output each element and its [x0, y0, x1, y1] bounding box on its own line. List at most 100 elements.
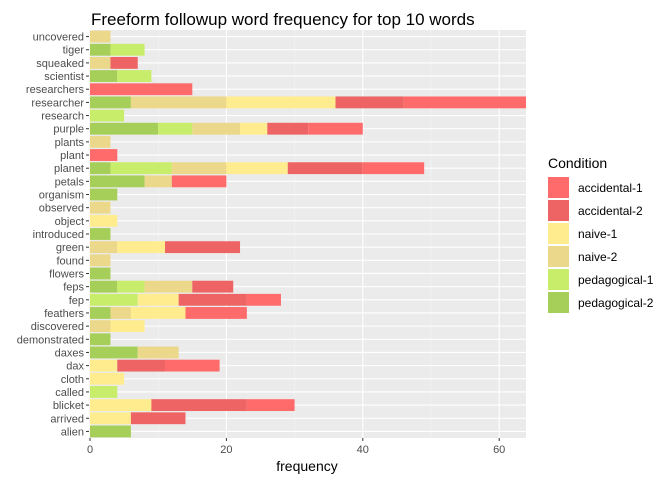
bar-pedagogical-2-planet	[90, 162, 111, 175]
y-tick-label-demonstrated: demonstrated	[17, 334, 84, 346]
bar-accidental-1-dax	[165, 359, 220, 372]
legend-label-pedagogical-2: pedagogical-2	[578, 296, 654, 310]
legend-label-accidental-2: accidental-2	[578, 204, 643, 218]
bar-accidental-2-squeaked	[110, 56, 138, 69]
bar-naive-1-blicket	[90, 399, 152, 412]
y-tick-label-organism: organism	[39, 190, 84, 202]
y-tick-label-feps: feps	[63, 282, 84, 294]
bar-naive-1-purple	[240, 122, 268, 135]
bar-naive-2-squeaked	[90, 56, 111, 69]
y-tick-label-found: found	[56, 255, 84, 267]
y-tick-label-dax: dax	[66, 361, 84, 373]
legend-swatch-pedagogical-1	[548, 269, 569, 290]
y-tick-label-object: object	[55, 216, 84, 228]
bar-accidental-1-plant	[90, 149, 118, 161]
legend-swatch-accidental-1	[548, 177, 569, 198]
bar-naive-2-planet	[171, 162, 227, 175]
bar-accidental-2-blicket	[151, 399, 247, 412]
bar-pedagogical-1-scientist	[117, 70, 152, 82]
legend-label-naive-2: naive-2	[578, 250, 618, 264]
y-tick-label-researcher: researcher	[31, 97, 84, 109]
bar-naive-2-daxes	[137, 346, 179, 359]
bar-naive-2-green	[90, 241, 118, 254]
y-tick-label-plant: plant	[60, 150, 84, 162]
y-tick-label-blicket: blicket	[53, 400, 84, 412]
bar-naive-1-planet	[226, 162, 288, 175]
bar-pedagogical-2-alien	[90, 425, 131, 438]
legend-swatch-naive-2	[548, 246, 569, 267]
y-tick-label-introduced: introduced	[33, 229, 84, 241]
bar-pedagogical-2-demonstrated	[90, 333, 111, 346]
bar-pedagogical-1-purple	[158, 122, 193, 135]
bar-naive-1-feathers	[130, 307, 186, 319]
bar-naive-1-object	[90, 214, 118, 227]
y-tick-label-alien: alien	[61, 426, 84, 438]
bar-accidental-1-fep	[246, 293, 281, 306]
chart-title: Freeform followup word frequency for top…	[91, 10, 475, 29]
legend-swatch-pedagogical-2	[548, 292, 569, 313]
bar-naive-2-petals	[144, 175, 172, 188]
y-tick-label-plants: plants	[55, 137, 85, 149]
bar-naive-2-plants	[90, 135, 111, 148]
y-tick-label-research: research	[41, 111, 84, 123]
bar-naive-1-green	[117, 241, 166, 254]
bar-accidental-2-dax	[117, 359, 166, 372]
bar-pedagogical-2-feathers	[90, 307, 111, 319]
legend-label-naive-1: naive-1	[578, 227, 618, 241]
y-tick-label-green: green	[56, 242, 84, 254]
y-tick-label-purple: purple	[53, 124, 84, 136]
bar-accidental-1-researchers	[90, 83, 193, 96]
y-tick-label-discovered: discovered	[31, 321, 84, 333]
y-tick-label-petals: petals	[55, 176, 85, 188]
bar-accidental-1-petals	[171, 175, 227, 188]
y-tick-label-planet: planet	[54, 163, 84, 175]
bar-accidental-1-researcher	[403, 96, 526, 109]
y-tick-label-researchers: researchers	[26, 84, 85, 96]
bar-naive-1-cloth	[90, 372, 125, 385]
bar-accidental-2-arrived	[130, 412, 186, 425]
x-tick-label-20: 20	[220, 444, 232, 456]
bar-accidental-1-purple	[308, 122, 363, 135]
legend-label-accidental-1: accidental-1	[578, 181, 643, 195]
bar-pedagogical-1-called	[90, 386, 118, 398]
y-tick-label-tiger: tiger	[63, 45, 85, 57]
bar-naive-2-discovered	[90, 320, 111, 333]
y-tick-label-called: called	[55, 387, 84, 399]
bar-accidental-2-green	[165, 241, 241, 254]
bar-naive-1-dax	[90, 359, 118, 372]
bar-naive-2-observed	[90, 201, 111, 214]
bar-naive-1-arrived	[90, 412, 131, 425]
y-tick-label-feathers: feathers	[44, 308, 84, 320]
bar-pedagogical-1-tiger	[110, 43, 145, 56]
bar-pedagogical-1-research	[90, 109, 125, 122]
bar-accidental-2-feps	[192, 280, 234, 293]
bar-accidental-1-planet	[362, 162, 425, 175]
bar-naive-2-researcher	[130, 96, 227, 109]
bar-accidental-1-blicket	[246, 399, 295, 412]
bar-naive-2-uncovered	[90, 30, 111, 43]
x-axis-label: frequency	[276, 458, 337, 474]
legend-title: Condition	[548, 155, 607, 171]
bar-pedagogical-1-feps	[117, 280, 145, 293]
bar-naive-2-feathers	[110, 307, 131, 319]
y-tick-label-daxes: daxes	[55, 347, 85, 359]
bar-pedagogical-2-flowers	[90, 267, 111, 280]
bar-pedagogical-2-tiger	[90, 43, 111, 56]
y-tick-label-scientist: scientist	[44, 71, 84, 83]
bar-accidental-2-researcher	[335, 96, 404, 109]
legend: Condition accidental-1 accidental-2 naive-…	[548, 155, 654, 313]
bar-naive-2-found	[90, 254, 111, 267]
x-tick-labels: 0 20 40 60	[87, 438, 505, 456]
bar-accidental-2-planet	[287, 162, 363, 175]
bar-accidental-2-fep	[178, 293, 247, 306]
bar-pedagogical-1-planet	[110, 162, 172, 175]
bar-naive-1-fep	[137, 293, 179, 306]
bar-naive-2-feps	[144, 280, 193, 293]
bar-pedagogical-2-scientist	[90, 70, 118, 82]
y-tick-label-cloth: cloth	[61, 374, 84, 386]
bar-pedagogical-2-feps	[90, 280, 118, 293]
bars	[90, 30, 526, 438]
bar-naive-2-purple	[192, 122, 241, 135]
y-tick-label-flowers: flowers	[49, 268, 84, 280]
